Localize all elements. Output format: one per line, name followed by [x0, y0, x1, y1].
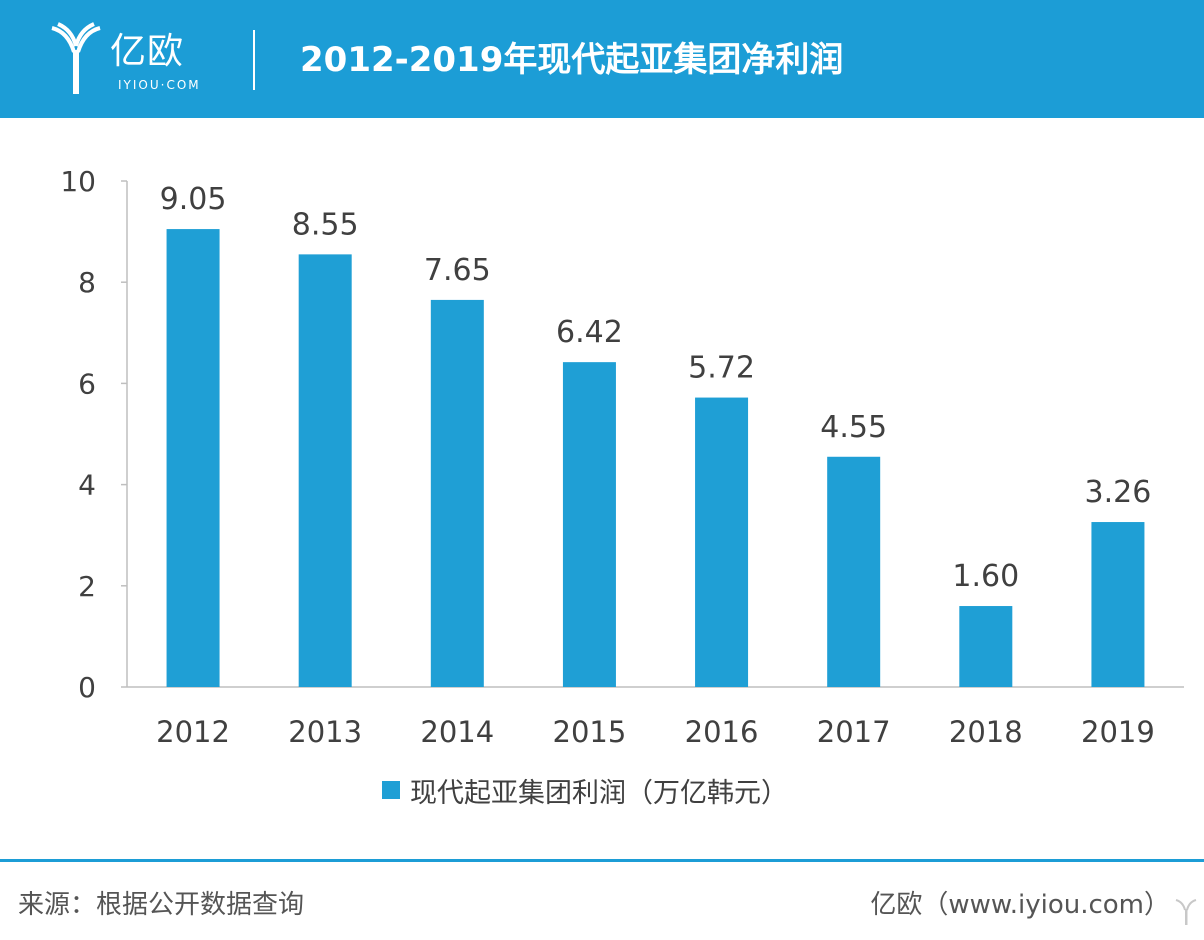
value-label-2014: 7.65: [424, 253, 491, 288]
watermark-icon: [1175, 899, 1197, 925]
header-banner: 亿欧 IYIOU·COM 2012-2019年现代起亚集团净利润: [0, 0, 1204, 118]
header-divider: [253, 30, 255, 90]
value-label-2012: 9.05: [160, 182, 227, 217]
y-axis: 0 2 4 6 8 10: [60, 165, 128, 704]
chart-title: 2012-2019年现代起亚集团净利润: [300, 40, 844, 80]
logo-subtext: IYIOU·COM: [118, 78, 201, 92]
value-label-2015: 6.42: [556, 315, 623, 350]
x-axis-labels: 2012 2013 2014 2015 2016 2017 2018 2019: [156, 715, 1155, 749]
x-tick-label-2019: 2019: [1081, 715, 1155, 749]
y-tick-label: 6: [78, 367, 96, 400]
legend-label: 现代起亚集团利润（万亿韩元）: [410, 777, 788, 809]
legend-swatch: [382, 781, 400, 799]
value-label-2019: 3.26: [1085, 475, 1152, 510]
value-label-2013: 8.55: [292, 207, 359, 242]
y-tick-label: 4: [78, 469, 96, 502]
bar-2012: [166, 229, 220, 687]
bar-2018: [959, 606, 1013, 687]
bar-2015: [562, 362, 616, 687]
value-label-2017: 4.55: [820, 410, 887, 445]
y-tick-label: 2: [78, 570, 96, 603]
brand-credit: 亿欧（www.iyiou.com）: [870, 890, 1170, 920]
bar-2019: [1091, 522, 1145, 687]
bar-2014: [430, 299, 484, 687]
legend: 现代起亚集团利润（万亿韩元）: [382, 770, 788, 810]
x-tick-label-2013: 2013: [288, 715, 362, 749]
x-tick-label-2012: 2012: [156, 715, 230, 749]
value-label-2018: 1.60: [952, 559, 1019, 594]
value-label-2016: 5.72: [688, 351, 755, 386]
x-tick-label-2015: 2015: [553, 715, 627, 749]
y-tick-label: 10: [60, 165, 96, 198]
value-labels: 9.05 8.55 7.65 6.42 5.72 4.55 1.60 3.26: [160, 182, 1152, 594]
bar-2013: [298, 254, 352, 687]
bar-2017: [827, 456, 881, 687]
x-tick-label-2018: 2018: [949, 715, 1023, 749]
y-tick-label: 8: [78, 266, 96, 299]
bar-chart: 0 2 4 6 8 10 9.05 8.55 7.65 6.42 5.72 4.55 1.60 3.26…: [60, 165, 1184, 749]
footer-divider: [0, 859, 1204, 862]
source-note: 来源：根据公开数据查询: [18, 890, 305, 920]
x-tick-label-2017: 2017: [817, 715, 891, 749]
logo-text: 亿欧: [110, 31, 185, 72]
y-tick-label: 0: [78, 671, 96, 704]
bar-2016: [695, 397, 749, 687]
bar-series: [166, 229, 1145, 687]
yiou-logo-icon: [51, 22, 101, 94]
x-tick-label-2014: 2014: [420, 715, 494, 749]
x-tick-label-2016: 2016: [685, 715, 759, 749]
